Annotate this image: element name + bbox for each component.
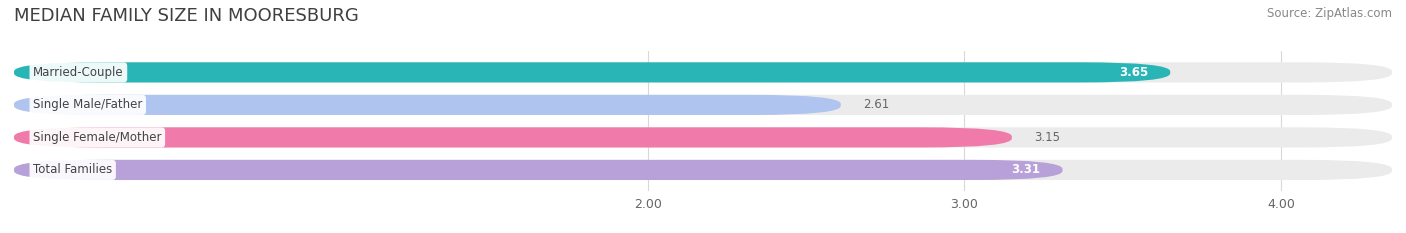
FancyBboxPatch shape bbox=[14, 160, 1063, 180]
Text: MEDIAN FAMILY SIZE IN MOORESBURG: MEDIAN FAMILY SIZE IN MOORESBURG bbox=[14, 7, 359, 25]
FancyBboxPatch shape bbox=[14, 127, 1012, 147]
FancyBboxPatch shape bbox=[14, 62, 1392, 82]
Text: Source: ZipAtlas.com: Source: ZipAtlas.com bbox=[1267, 7, 1392, 20]
Text: Single Male/Father: Single Male/Father bbox=[34, 98, 142, 111]
FancyBboxPatch shape bbox=[14, 95, 1392, 115]
Text: 3.31: 3.31 bbox=[1011, 163, 1040, 176]
Text: 2.61: 2.61 bbox=[863, 98, 889, 111]
Text: Total Families: Total Families bbox=[34, 163, 112, 176]
FancyBboxPatch shape bbox=[14, 127, 1392, 147]
FancyBboxPatch shape bbox=[14, 62, 1170, 82]
Text: 3.65: 3.65 bbox=[1119, 66, 1149, 79]
Text: Single Female/Mother: Single Female/Mother bbox=[34, 131, 162, 144]
FancyBboxPatch shape bbox=[14, 160, 1392, 180]
Text: Married-Couple: Married-Couple bbox=[34, 66, 124, 79]
FancyBboxPatch shape bbox=[14, 95, 841, 115]
Text: 3.15: 3.15 bbox=[1033, 131, 1060, 144]
